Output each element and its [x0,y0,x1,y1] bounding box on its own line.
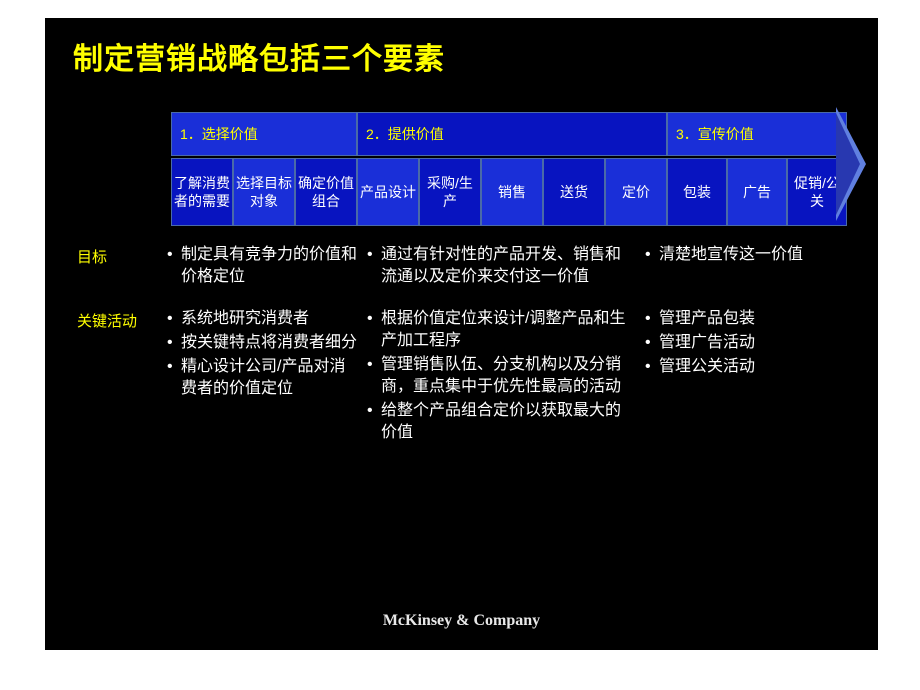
body-col-1: •通过有针对性的产品开发、销售和流通以及定价来交付这一价值 [367,244,645,290]
bullet-dot-icon: • [167,308,181,330]
subcell-3: 产品设计 [357,158,419,226]
bullet-dot-icon: • [367,308,381,352]
subcell-2: 确定价值组合 [295,158,357,226]
page-title: 制定营销战略包括三个要素 [73,34,445,78]
bullet-text: 根据价值定位来设计/调整产品和生产加工程序 [381,308,635,352]
bullet-text: 管理广告活动 [659,332,825,354]
phase-3: 3．宣传价值 [667,112,847,156]
bullet-dot-icon: • [367,354,381,398]
phase-1: 1．选择价值 [171,112,357,156]
bullet-dot-icon: • [645,332,659,354]
subcell-7: 定价 [605,158,667,226]
body-row-0: 目标•制定具有竞争力的价值和价格定位•通过有针对性的产品开发、销售和流通以及定价… [77,244,857,290]
bullet-dot-icon: • [167,332,181,354]
bullet-dot-icon: • [167,244,181,288]
bullet-item: •管理产品包装 [645,308,825,330]
subcell-5: 销售 [481,158,543,226]
bullet-dot-icon: • [645,244,659,266]
value-chain-chevron: 1．选择价值 2．提供价值 3．宣传价值 了解消费者的需要选择目标对象确定价值组… [171,112,859,227]
footer-brand: McKinsey & Company [45,612,878,630]
row-label: 关键活动 [77,308,167,446]
body-col-0: •系统地研究消费者•按关键特点将消费者细分•精心设计公司/产品对消费者的价值定位 [167,308,367,446]
bullet-dot-icon: • [645,356,659,378]
bullet-text: 给整个产品组合定价以获取最大的价值 [381,400,635,444]
bullet-item: •系统地研究消费者 [167,308,357,330]
bullet-text: 通过有针对性的产品开发、销售和流通以及定价来交付这一价值 [381,244,635,288]
body-row-1: 关键活动•系统地研究消费者•按关键特点将消费者细分•精心设计公司/产品对消费者的… [77,308,857,446]
bullet-item: •管理销售队伍、分支机构以及分销商，重点集中于优先性最高的活动 [367,354,635,398]
subcell-0: 了解消费者的需要 [171,158,233,226]
subcell-8: 包装 [667,158,727,226]
bullet-dot-icon: • [367,244,381,288]
bullet-item: •清楚地宣传这一价值 [645,244,825,266]
bullet-item: •精心设计公司/产品对消费者的价值定位 [167,356,357,400]
phase-label: 2．提供价值 [366,124,444,144]
bullet-text: 制定具有竞争力的价值和价格定位 [181,244,357,288]
bullet-item: •管理广告活动 [645,332,825,354]
row-label: 目标 [77,244,167,290]
subcell-row: 了解消费者的需要选择目标对象确定价值组合产品设计采购/生产销售送货定价包装广告促… [171,158,859,226]
slide: 制定营销战略包括三个要素 1．选择价值 2．提供价值 3．宣传价值 了解消费者的… [45,18,878,650]
phase-label: 3．宣传价值 [676,124,754,144]
phase-label: 1．选择价值 [180,124,258,144]
body-col-1: •根据价值定位来设计/调整产品和生产加工程序•管理销售队伍、分支机构以及分销商，… [367,308,645,446]
bullet-text: 清楚地宣传这一价值 [659,244,825,266]
bullet-item: •按关键特点将消费者细分 [167,332,357,354]
bullet-dot-icon: • [645,308,659,330]
bullet-text: 管理产品包装 [659,308,825,330]
phase-2: 2．提供价值 [357,112,667,156]
phase-row: 1．选择价值 2．提供价值 3．宣传价值 [171,112,859,156]
subcell-6: 送货 [543,158,605,226]
body-grid: 目标•制定具有竞争力的价值和价格定位•通过有针对性的产品开发、销售和流通以及定价… [77,244,857,464]
body-col-2: •管理产品包装•管理广告活动•管理公关活动 [645,308,835,446]
bullet-text: 按关键特点将消费者细分 [181,332,357,354]
subcell-4: 采购/生产 [419,158,481,226]
subcell-1: 选择目标对象 [233,158,295,226]
body-col-2: •清楚地宣传这一价值 [645,244,835,290]
bullet-dot-icon: • [367,400,381,444]
subcell-9: 广告 [727,158,787,226]
bullet-text: 系统地研究消费者 [181,308,357,330]
bullet-item: •给整个产品组合定价以获取最大的价值 [367,400,635,444]
bullet-item: •管理公关活动 [645,356,825,378]
body-col-0: •制定具有竞争力的价值和价格定位 [167,244,367,290]
bullet-dot-icon: • [167,356,181,400]
bullet-item: •通过有针对性的产品开发、销售和流通以及定价来交付这一价值 [367,244,635,288]
bullet-item: •根据价值定位来设计/调整产品和生产加工程序 [367,308,635,352]
bullet-text: 管理销售队伍、分支机构以及分销商，重点集中于优先性最高的活动 [381,354,635,398]
bullet-item: •制定具有竞争力的价值和价格定位 [167,244,357,288]
bullet-text: 精心设计公司/产品对消费者的价值定位 [181,356,357,400]
bullet-text: 管理公关活动 [659,356,825,378]
chevron-arrow-icon [836,107,866,235]
